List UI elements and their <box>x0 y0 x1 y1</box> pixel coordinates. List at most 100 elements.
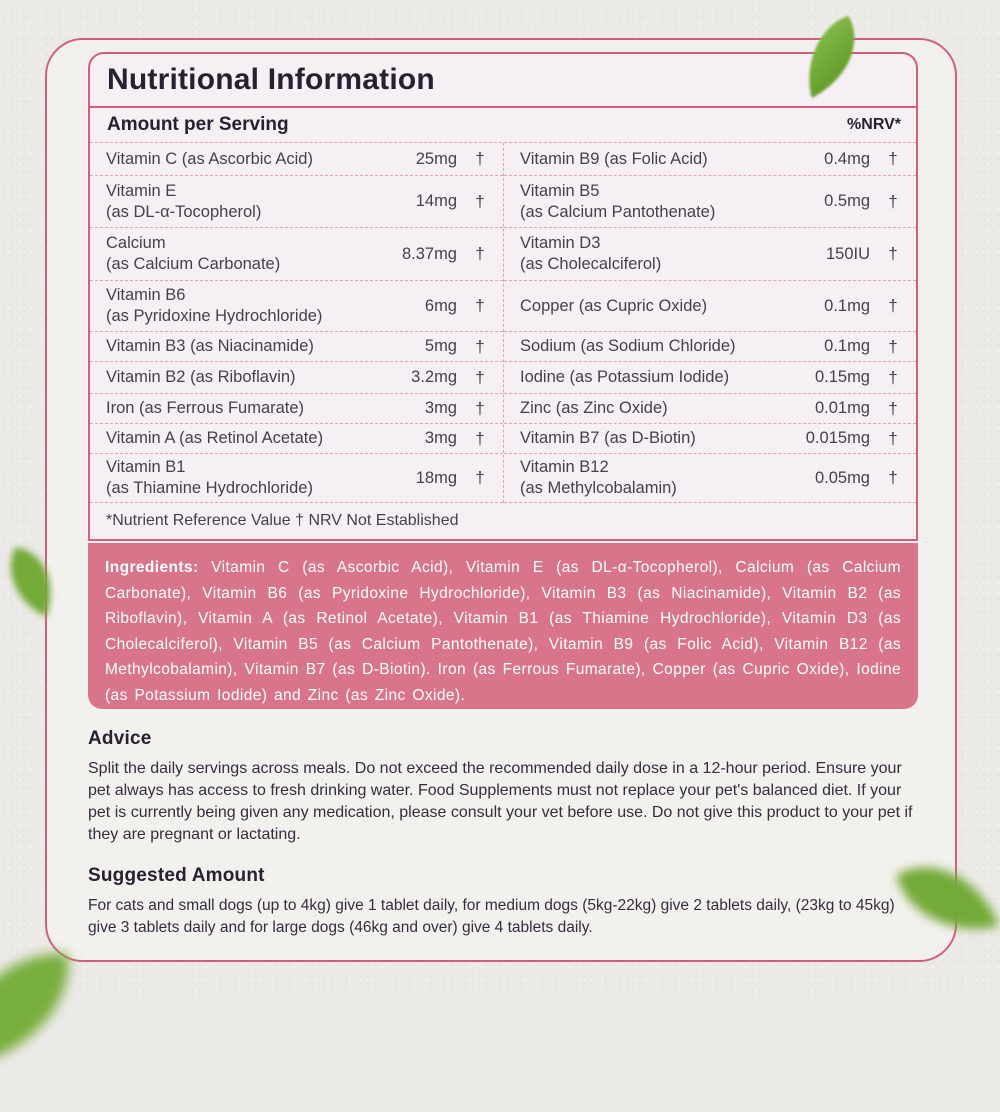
nutrient-name: Vitamin B7 (as D-Biotin) <box>520 428 790 449</box>
table-row: Vitamin B6 (as Pyridoxine Hydrochloride) … <box>90 281 503 332</box>
table-column-right: Vitamin B9 (as Folic Acid) 0.4mg † Vitam… <box>503 143 916 503</box>
nutrient-name: Vitamin B12 (as Methylcobalamin) <box>520 457 790 498</box>
nrv-dagger: † <box>475 367 485 387</box>
label-content: Nutritional Information Amount per Servi… <box>88 52 918 939</box>
nutrient-line1: Iron (as Ferrous Fumarate) <box>106 399 305 418</box>
nutrient-line1: Vitamin B3 (as Niacinamide) <box>106 337 314 356</box>
nutrient-line1: Zinc (as Zinc Oxide) <box>520 399 668 418</box>
nutrient-name: Vitamin B9 (as Folic Acid) <box>520 149 790 170</box>
nutrient-line1: Vitamin B5 <box>520 181 600 200</box>
nrv-dagger: † <box>888 191 898 211</box>
nutrient-amount: 0.4mg <box>824 149 870 168</box>
nutrient-amount: 3mg <box>424 399 457 417</box>
nutrient-amount: 8.37mg <box>401 244 457 263</box>
nutrient-amount: 150IU <box>825 244 870 263</box>
nutrient-name: Vitamin B1 (as Thiamine Hydrochloride) <box>106 457 377 498</box>
nutrient-name: Vitamin B3 (as Niacinamide) <box>106 336 377 357</box>
nrv-dagger: † <box>475 468 485 487</box>
nrv-dagger: † <box>475 191 485 211</box>
table-row: Sodium (as Sodium Chloride) 0.1mg † <box>504 332 916 362</box>
nutrient-amount: 0.1mg <box>824 337 870 355</box>
nutrient-line2: (as Thiamine Hydrochloride) <box>106 479 313 497</box>
nrv-dagger: † <box>888 398 898 418</box>
nutrient-line2: (as Pyridoxine Hydrochloride) <box>106 307 323 325</box>
nutrient-amount: 5mg <box>424 337 457 355</box>
nrv-dagger: † <box>888 296 898 315</box>
table-row: Vitamin C (as Ascorbic Acid) 25mg † <box>90 143 503 176</box>
table-row: Vitamin B12 (as Methylcobalamin) 0.05mg † <box>504 454 916 503</box>
nutrient-line1: Vitamin B6 <box>106 286 186 305</box>
nrv-dagger: † <box>475 149 485 168</box>
nutrient-line1: Copper (as Cupric Oxide) <box>520 296 708 315</box>
nutrient-line1: Vitamin B1 <box>106 458 186 477</box>
nutrient-amount: 25mg <box>415 149 457 168</box>
nutrient-amount: 3.2mg <box>411 368 457 386</box>
table-row: Vitamin B5 (as Calcium Pantothenate) 0.5m… <box>504 176 916 228</box>
nutrient-line1: Vitamin E <box>106 181 177 200</box>
nrv-dagger: † <box>475 428 485 448</box>
nutrient-amount: 0.015mg <box>805 429 870 447</box>
nutrient-line1: Vitamin D3 <box>520 234 601 253</box>
nutrient-line1: Vitamin B7 (as D-Biotin) <box>520 429 696 448</box>
table-row: Vitamin B9 (as Folic Acid) 0.4mg † <box>504 143 916 176</box>
page-title: Nutritional Information <box>90 54 916 108</box>
nutrient-amount: 0.01mg <box>814 399 870 417</box>
nutrient-name: Vitamin B6 (as Pyridoxine Hydrochloride) <box>106 285 377 326</box>
nutrient-name: Sodium (as Sodium Chloride) <box>520 336 790 357</box>
nutrient-name: Iron (as Ferrous Fumarate) <box>106 398 377 419</box>
table-row: Vitamin B7 (as D-Biotin) 0.015mg † <box>504 424 916 454</box>
nutrient-name: Vitamin A (as Retinol Acetate) <box>106 428 377 449</box>
nrv-dagger: † <box>475 244 485 263</box>
nutrient-amount: 0.1mg <box>824 296 870 315</box>
table-row: Vitamin B1 (as Thiamine Hydrochloride) 18… <box>90 454 503 503</box>
table-row: Vitamin B3 (as Niacinamide) 5mg † <box>90 332 503 362</box>
table-row: Vitamin A (as Retinol Acetate) 3mg † <box>90 424 503 454</box>
nrv-dagger: † <box>888 428 898 448</box>
nutrient-name: Vitamin D3 (as Cholecalciferol) <box>520 233 790 274</box>
table-row: Calcium (as Calcium Carbonate) 8.37mg † <box>90 228 503 281</box>
nutrient-name: Vitamin E (as DL-α-Tocopherol) <box>106 181 377 222</box>
nutrient-line2: (as DL-α-Tocopherol) <box>106 202 262 221</box>
nutrient-amount: 0.5mg <box>824 192 870 210</box>
table-columns: Vitamin C (as Ascorbic Acid) 25mg † Vita… <box>90 143 916 503</box>
table-header: Amount per Serving %NRV* <box>90 108 916 143</box>
nrv-dagger: † <box>888 468 898 487</box>
nutrient-line2: (as Cholecalciferol) <box>520 255 662 273</box>
nrv-dagger: † <box>888 244 898 263</box>
nrv-dagger: † <box>475 398 485 418</box>
table-row: Vitamin E (as DL-α-Tocopherol) 14mg † <box>90 176 503 228</box>
ingredients-text: Vitamin C (as Ascorbic Acid), Vitamin E … <box>105 559 901 704</box>
ingredients-block: Ingredients: Vitamin C (as Ascorbic Acid… <box>88 543 918 709</box>
nutrition-panel: Nutritional Information Amount per Servi… <box>88 52 918 541</box>
nutrient-line1: Vitamin B2 (as Riboflavin) <box>106 368 296 387</box>
suggested-amount-body: For cats and small dogs (up to 4kg) give… <box>88 897 895 936</box>
nutrient-name: Vitamin C (as Ascorbic Acid) <box>106 149 377 170</box>
nutrient-line1: Vitamin B9 (as Folic Acid) <box>520 149 708 168</box>
table-row: Iodine (as Potassium Iodide) 0.15mg † <box>504 362 916 394</box>
nutrient-line1: Calcium <box>106 234 166 253</box>
nrv-dagger: † <box>888 367 898 387</box>
nrv-dagger: † <box>475 336 485 356</box>
table-row: Zinc (as Zinc Oxide) 0.01mg † <box>504 394 916 424</box>
nrv-dagger: † <box>888 149 898 168</box>
table-row: Vitamin B2 (as Riboflavin) 3.2mg † <box>90 362 503 394</box>
nutrient-line1: Iodine (as Potassium Iodide) <box>520 368 730 387</box>
nutrient-line2: (as Methylcobalamin) <box>520 479 677 497</box>
ingredients-label: Ingredients: <box>105 559 199 576</box>
nutrient-amount: 3mg <box>424 429 457 447</box>
nutrient-line1: Vitamin B12 <box>520 458 609 477</box>
nutrient-amount: 0.05mg <box>814 468 870 487</box>
table-row: Vitamin D3 (as Cholecalciferol) 150IU † <box>504 228 916 281</box>
nutrient-name: Vitamin B5 (as Calcium Pantothenate) <box>520 181 790 222</box>
suggested-amount-heading: Suggested Amount <box>88 865 265 886</box>
nutrient-name: Zinc (as Zinc Oxide) <box>520 398 790 419</box>
nrv-dagger: † <box>475 296 485 315</box>
table-row: Copper (as Cupric Oxide) 0.1mg † <box>504 281 916 332</box>
nutrient-name: Copper (as Cupric Oxide) <box>520 296 790 317</box>
nutrient-line2: (as Calcium Pantothenate) <box>520 202 716 221</box>
nutrient-amount: 14mg <box>415 192 457 210</box>
table-column-left: Vitamin C (as Ascorbic Acid) 25mg † Vita… <box>90 143 503 503</box>
advice-heading: Advice <box>88 728 152 749</box>
label-background: Nutritional Information Amount per Servi… <box>0 0 1000 1072</box>
amount-per-serving-header: Amount per Serving <box>107 114 289 135</box>
